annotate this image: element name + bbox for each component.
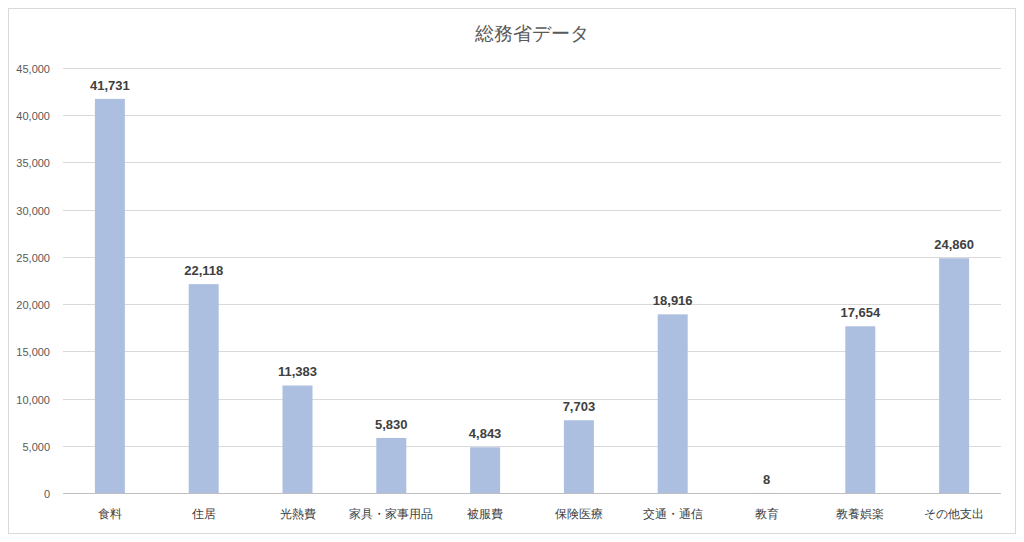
data-label: 24,860 bbox=[934, 237, 974, 252]
data-label: 8 bbox=[763, 472, 770, 487]
chart-title: 総務省データ bbox=[474, 23, 589, 44]
x-tick-label: 保険医療 bbox=[555, 507, 603, 521]
x-tick-label: 交通・通信 bbox=[643, 507, 703, 521]
y-tick-label: 30,000 bbox=[16, 205, 50, 217]
x-tick-label: 光熱費 bbox=[280, 507, 316, 521]
grid-line bbox=[63, 257, 1001, 258]
bar bbox=[470, 447, 500, 493]
grid-line bbox=[63, 115, 1001, 116]
y-tick-labels: 0 5,000 10,000 15,000 20,000 25,000 30,000 35,0… bbox=[16, 63, 50, 500]
data-label: 5,830 bbox=[375, 417, 408, 432]
x-tick-label: 教養娯楽 bbox=[836, 507, 884, 521]
y-tick-label: 0 bbox=[44, 488, 50, 500]
y-tick-label: 40,000 bbox=[16, 110, 50, 122]
y-tick-label: 20,000 bbox=[16, 299, 50, 311]
chart-frame bbox=[9, 9, 1016, 534]
bars bbox=[95, 99, 969, 493]
grid-line bbox=[63, 162, 1001, 163]
data-label: 18,916 bbox=[653, 293, 693, 308]
data-label: 7,703 bbox=[563, 399, 596, 414]
grid-line bbox=[63, 493, 1001, 494]
x-tick-label: 食料 bbox=[98, 507, 122, 521]
x-tick-labels: 食料 住居 光熱費 家具・家事用品 被服費 保険医療 交通・通信 教育 教養娯楽 その他支出 bbox=[98, 507, 984, 521]
bar bbox=[283, 385, 313, 493]
bar bbox=[658, 314, 688, 493]
data-label: 41,731 bbox=[90, 78, 130, 93]
grid bbox=[63, 69, 1001, 494]
bar bbox=[95, 99, 125, 493]
y-tick-label: 5,000 bbox=[22, 441, 50, 453]
bar bbox=[939, 258, 969, 493]
y-tick-label: 45,000 bbox=[16, 63, 50, 75]
x-tick-label: 教育 bbox=[755, 507, 779, 521]
grid-line bbox=[63, 68, 1001, 69]
grid-line bbox=[63, 210, 1001, 211]
data-label: 4,843 bbox=[469, 426, 502, 441]
bar bbox=[189, 284, 219, 493]
y-tick-label: 10,000 bbox=[16, 394, 50, 406]
bar bbox=[845, 326, 875, 493]
x-tick-label: 住居 bbox=[191, 507, 216, 521]
data-label: 11,383 bbox=[278, 364, 317, 379]
y-tick-label: 15,000 bbox=[16, 346, 50, 358]
x-tick-label: 被服費 bbox=[467, 507, 503, 521]
x-tick-label: その他支出 bbox=[924, 507, 984, 521]
data-label: 22,118 bbox=[184, 263, 223, 278]
y-tick-label: 35,000 bbox=[16, 157, 50, 169]
bar bbox=[376, 438, 406, 493]
x-tick-label: 家具・家事用品 bbox=[349, 507, 433, 521]
chart-root: 総務省データ 0 5,000 10,000 15,000 20,000 25,000 30,0… bbox=[0, 0, 1024, 542]
y-tick-label: 25,000 bbox=[16, 252, 50, 264]
x-axis-line bbox=[63, 493, 1001, 494]
data-label: 17,654 bbox=[840, 305, 881, 320]
chart-svg: 総務省データ 0 5,000 10,000 15,000 20,000 25,000 30,0… bbox=[0, 0, 1024, 542]
data-labels: 41,731 22,118 11,383 5,830 4,843 7,703 18,916 8… bbox=[90, 78, 974, 487]
bar bbox=[564, 420, 594, 493]
bar bbox=[752, 492, 782, 493]
